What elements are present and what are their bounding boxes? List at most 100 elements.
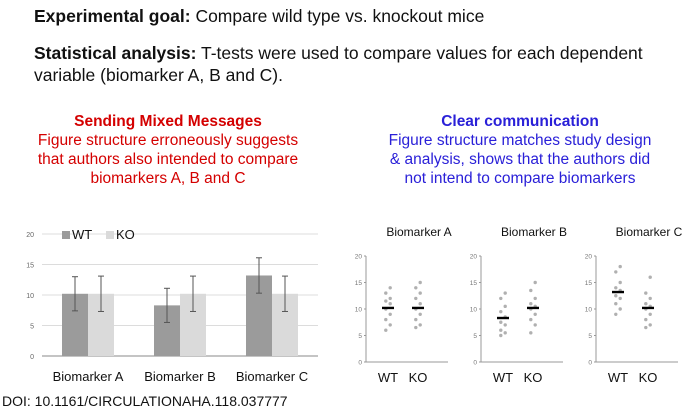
y-tick-label: 15	[585, 280, 593, 287]
data-point-wt	[614, 312, 618, 316]
group-label-ko: KO	[409, 370, 428, 385]
data-point-wt	[384, 291, 388, 295]
doi-reference: DOI: 10.1161/CIRCULATIONAHA.118.037777	[2, 393, 288, 409]
data-point-ko	[648, 296, 652, 301]
legend-label-wt: WT	[72, 227, 92, 242]
y-tick-label: 5	[588, 333, 592, 340]
x-category-label: Biomarker A	[53, 369, 124, 384]
data-point-ko	[529, 331, 533, 335]
data-point-wt	[388, 302, 392, 306]
bar-chart: 0 5 10 15 20 Biomarker A Biomarker B Biomarker …	[26, 227, 318, 384]
data-point-wt	[503, 331, 507, 335]
data-point-ko	[529, 288, 533, 293]
data-point-ko	[648, 312, 652, 316]
data-point-ko	[533, 296, 537, 301]
panel-title: Biomarker C	[616, 225, 683, 239]
y-tick-label: 15	[26, 263, 34, 270]
y-tick-label: 0	[30, 354, 34, 361]
dot-plot-charts: Biomarker A 0 5 10 15 20 WT KO Biomarker B 0 5 10 15…	[355, 225, 683, 385]
left-panel-line3: biomarkers A, B and C	[90, 170, 246, 187]
data-point-wt	[499, 296, 503, 301]
data-point-wt	[388, 312, 392, 316]
left-panel-heading: Sending Mixed Messages Figure structure …	[8, 112, 328, 188]
right-panel-line2: & analysis, shows that the authors did	[389, 151, 651, 168]
y-tick-label: 5	[30, 324, 34, 331]
data-point-wt	[388, 323, 392, 327]
left-panel-title: Sending Mixed Messages	[74, 113, 262, 130]
data-point-wt	[388, 296, 392, 301]
data-point-ko	[644, 325, 648, 330]
y-tick-label: 20	[355, 254, 363, 261]
left-panel-line1: Figure structure erroneously suggests	[37, 132, 299, 149]
data-point-wt	[388, 286, 392, 290]
group-label-wt: WT	[608, 370, 628, 385]
experimental-goal: Experimental goal: Compare wild type vs.…	[34, 6, 484, 27]
data-point-wt	[499, 320, 503, 324]
y-tick-label: 15	[470, 280, 478, 287]
goal-label: Experimental goal:	[34, 6, 191, 26]
data-point-wt	[618, 280, 622, 285]
data-point-wt	[499, 328, 503, 332]
data-point-ko	[418, 312, 422, 316]
data-point-ko	[418, 323, 422, 327]
y-tick-label: 5	[358, 333, 362, 340]
y-tick-label: 20	[26, 232, 34, 239]
data-point-wt	[384, 317, 388, 322]
data-point-ko	[648, 275, 652, 279]
y-tick-label: 0	[588, 360, 592, 367]
group-label-ko: KO	[524, 370, 543, 385]
data-point-ko	[533, 312, 537, 316]
y-tick-label: 10	[355, 307, 363, 314]
stats-text: T-tests were used to compare values for …	[34, 43, 643, 85]
group-label-wt: WT	[493, 370, 513, 385]
legend-swatch-ko	[106, 231, 114, 239]
data-point-wt	[618, 264, 622, 269]
right-panel-line3: not intend to compare biomarkers	[404, 170, 636, 187]
data-point-ko	[418, 302, 422, 306]
data-point-wt	[503, 304, 507, 309]
goal-text: Compare wild type vs. knockout mice	[190, 6, 485, 26]
data-point-ko	[414, 296, 418, 301]
group-label-wt: WT	[378, 370, 398, 385]
data-point-ko	[644, 291, 648, 295]
legend-label-ko: KO	[116, 227, 135, 242]
data-point-ko	[533, 323, 537, 327]
data-point-ko	[644, 302, 648, 306]
data-point-ko	[414, 325, 418, 330]
y-tick-label: 20	[585, 254, 593, 261]
y-tick-label: 10	[470, 307, 478, 314]
data-point-ko	[533, 280, 537, 285]
y-tick-label: 20	[470, 254, 478, 261]
y-tick-label: 10	[585, 307, 593, 314]
data-point-ko	[529, 317, 533, 322]
y-tick-label: 0	[358, 360, 362, 367]
data-point-ko	[418, 280, 422, 285]
group-label-ko: KO	[639, 370, 658, 385]
data-point-wt	[618, 307, 622, 311]
data-point-wt	[503, 291, 507, 295]
y-tick-label: 0	[473, 360, 477, 367]
data-point-wt	[384, 328, 388, 332]
y-tick-label: 15	[355, 280, 363, 287]
data-point-wt	[499, 309, 503, 314]
data-point-wt	[614, 294, 618, 298]
data-point-ko	[414, 317, 418, 322]
right-panel-line1: Figure structure matches study design	[388, 132, 652, 149]
panel-title: Biomarker B	[501, 225, 567, 239]
data-point-ko	[648, 323, 652, 327]
data-point-wt	[614, 302, 618, 306]
data-point-wt	[618, 296, 622, 301]
stats-label: Statistical analysis:	[34, 43, 197, 63]
x-category-label: Biomarker C	[236, 369, 308, 384]
y-tick-label: 10	[26, 293, 34, 300]
x-category-label: Biomarker B	[144, 369, 216, 384]
data-point-wt	[503, 323, 507, 327]
data-point-ko	[529, 302, 533, 306]
statistical-analysis: Statistical analysis: T-tests were used …	[34, 42, 674, 86]
data-point-ko	[644, 317, 648, 322]
y-tick-label: 5	[473, 333, 477, 340]
data-point-wt	[614, 270, 618, 274]
data-point-ko	[418, 291, 422, 295]
right-panel-title: Clear communication	[441, 113, 599, 130]
legend-swatch-wt	[62, 231, 70, 239]
